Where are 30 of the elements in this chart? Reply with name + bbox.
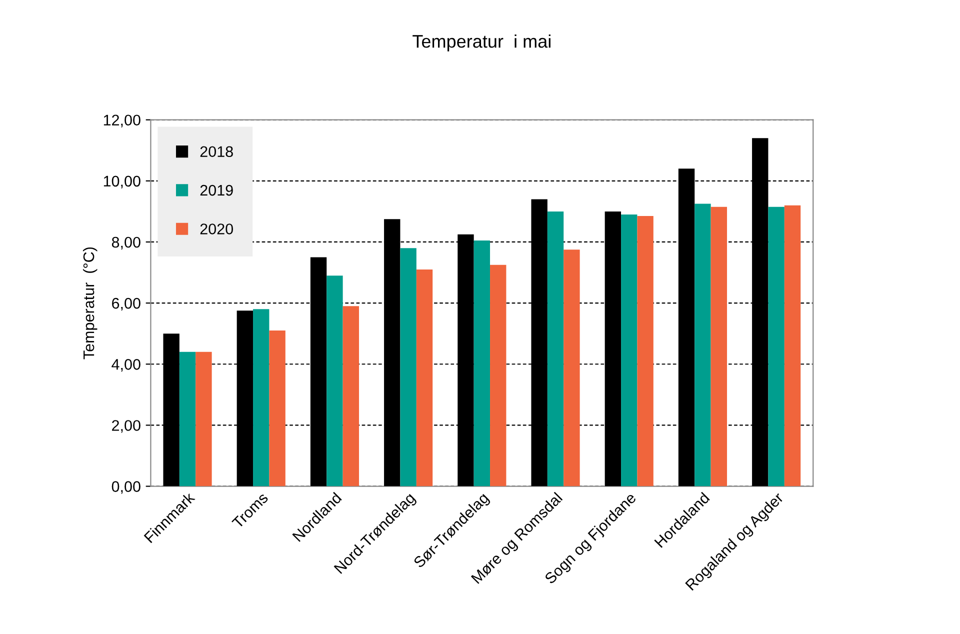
bar: [784, 205, 801, 486]
bar: [621, 214, 638, 486]
y-tick-label: 12,00: [104, 114, 140, 128]
bar: [490, 264, 506, 486]
y-tick-label: 8,00: [112, 236, 140, 250]
bar: [416, 269, 433, 486]
legend-label: 2020: [200, 224, 233, 234]
y-tick-label: 10,00: [104, 176, 140, 188]
y-tick-label: 4,00: [112, 358, 140, 372]
bar: [637, 216, 654, 486]
legend-label: 2018: [200, 146, 233, 158]
legend-label: 2019: [200, 184, 233, 196]
bar: [269, 330, 286, 486]
bar: [694, 204, 711, 486]
bar: [326, 276, 343, 486]
y-tick-label: 6,00: [112, 298, 140, 311]
bar: [474, 240, 490, 486]
bar: [547, 211, 564, 486]
bar: [253, 309, 270, 486]
bar: [400, 248, 416, 486]
bar: [196, 352, 212, 486]
chart-title: Temperatur i mai: [412, 34, 550, 52]
y-tick-label: 0,00: [112, 481, 140, 494]
bar: [179, 352, 196, 486]
bar: [710, 206, 728, 486]
y-axis-title: Temperatur (°C): [82, 247, 98, 360]
bar: [564, 250, 580, 486]
bar: [768, 206, 784, 486]
bar: [342, 306, 360, 486]
y-tick-label: 2,00: [112, 420, 140, 433]
